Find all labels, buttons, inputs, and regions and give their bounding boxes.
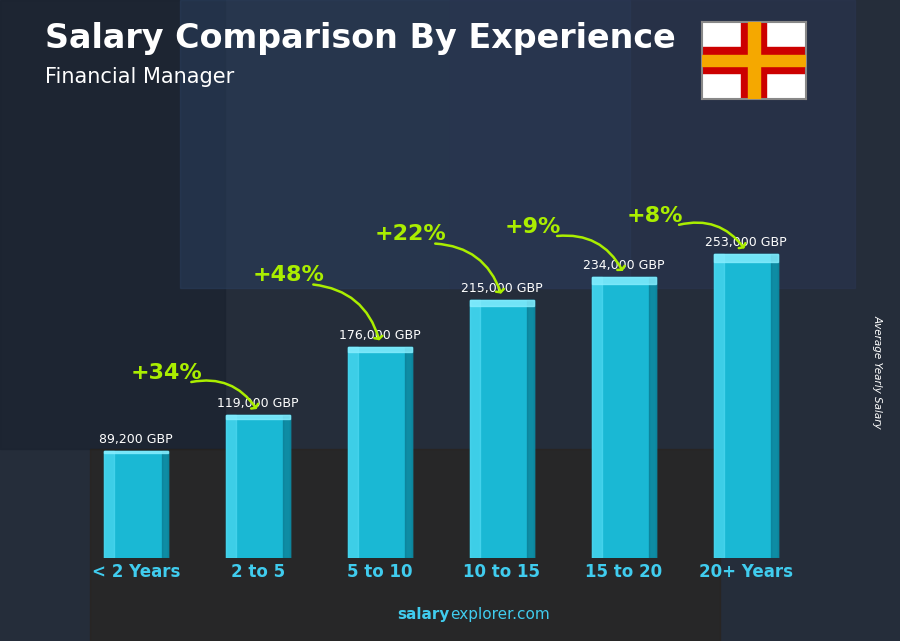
Bar: [227, 415, 290, 419]
Bar: [702, 47, 806, 73]
Bar: [742, 22, 766, 99]
Text: Average Yearly Salary: Average Yearly Salary: [872, 315, 883, 429]
Text: +9%: +9%: [504, 217, 561, 237]
Text: 176,000 GBP: 176,000 GBP: [339, 329, 421, 342]
Bar: [714, 254, 778, 262]
Text: 215,000 GBP: 215,000 GBP: [461, 282, 543, 295]
Text: +8%: +8%: [626, 206, 682, 226]
Text: salary: salary: [398, 607, 450, 622]
Bar: [227, 415, 236, 558]
Bar: [348, 347, 411, 558]
Bar: [104, 451, 168, 453]
Bar: [592, 277, 655, 284]
Bar: [702, 55, 806, 67]
Bar: [348, 347, 358, 558]
Bar: [592, 277, 602, 558]
Bar: [227, 415, 290, 558]
Bar: [104, 451, 114, 558]
Bar: [771, 254, 778, 558]
Text: explorer.com: explorer.com: [450, 607, 550, 622]
Text: +48%: +48%: [253, 265, 325, 285]
Text: 234,000 GBP: 234,000 GBP: [583, 259, 665, 272]
Bar: [161, 451, 168, 558]
Bar: [348, 347, 411, 352]
Bar: [180, 0, 630, 288]
Bar: [450, 0, 855, 288]
Text: Salary Comparison By Experience: Salary Comparison By Experience: [45, 22, 676, 55]
Bar: [104, 451, 168, 558]
Text: 253,000 GBP: 253,000 GBP: [705, 237, 787, 249]
Bar: [748, 22, 760, 99]
Bar: [471, 300, 534, 306]
Bar: [471, 300, 480, 558]
Text: +34%: +34%: [130, 363, 202, 383]
Bar: [284, 415, 290, 558]
Bar: [527, 300, 534, 558]
Text: Financial Manager: Financial Manager: [45, 67, 234, 87]
Bar: [90, 449, 720, 641]
Bar: [592, 277, 655, 558]
Bar: [471, 300, 534, 558]
Bar: [405, 347, 411, 558]
Text: 89,200 GBP: 89,200 GBP: [99, 433, 173, 446]
Text: 119,000 GBP: 119,000 GBP: [217, 397, 299, 410]
Bar: [0, 0, 225, 449]
Bar: [649, 277, 655, 558]
Text: +22%: +22%: [374, 224, 446, 244]
Bar: [714, 254, 724, 558]
Bar: [714, 254, 778, 558]
